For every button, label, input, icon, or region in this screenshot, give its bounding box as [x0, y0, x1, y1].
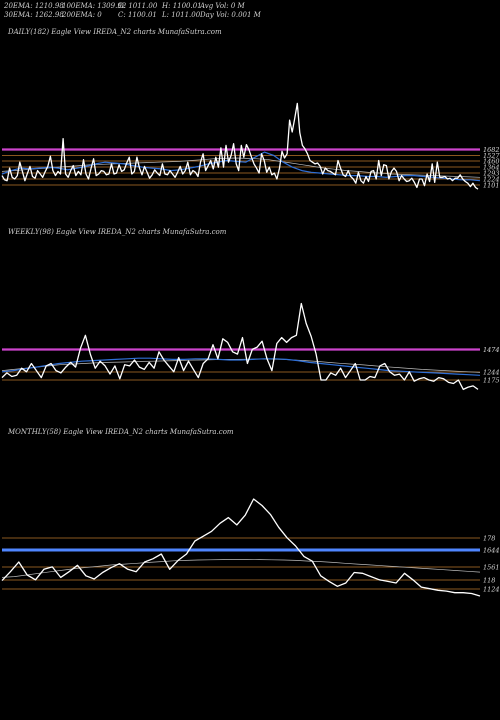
daily-level-label-1527: 1527	[483, 152, 500, 160]
daily-level-label-1101: 1101	[483, 181, 500, 189]
header-close: C: 1100.01	[118, 11, 157, 19]
weekly-price-line	[1, 302, 479, 391]
monthly-level-label-1644: 1644	[483, 546, 500, 554]
daily-price-line	[1, 102, 479, 190]
daily-level-label-1364: 1364	[483, 163, 500, 171]
daily-level-label-1460: 1460	[483, 157, 500, 165]
daily-level-label-1682: 1682	[483, 146, 500, 154]
monthly-level-label-1561: 1561	[483, 563, 500, 571]
header-ema100: 100EMA: 1309.92	[62, 2, 127, 10]
monthly-ema-grey-line	[1, 559, 481, 578]
weekly-level-label-1474: 1474	[483, 346, 500, 354]
daily-level-label-1224: 1224	[483, 175, 500, 183]
header-day-vol: Day Vol: 0.001 M	[200, 11, 261, 19]
monthly-level-label-118: 118	[483, 576, 495, 584]
monthly-level-label-1124: 1124	[483, 585, 500, 593]
weekly-level-label-1175: 1175	[483, 376, 500, 384]
weekly-level-label-1244: 1244	[483, 368, 500, 376]
weekly-panel-title: WEEKLY(98) Eagle View IREDA_N2 charts Mu…	[8, 228, 227, 236]
header-low: L: 1011.00	[162, 11, 201, 19]
header-ema20: 20EMA: 1210.98	[4, 2, 64, 10]
monthly-price-line	[1, 498, 481, 597]
weekly-ema-blue-line	[1, 357, 481, 376]
header-open: O: 1011.00	[118, 2, 158, 10]
header-high: H: 1100.01	[162, 2, 202, 10]
daily-panel-title: DAILY(182) Eagle View IREDA_N2 charts Mu…	[8, 28, 222, 36]
daily-level-label-1293: 1293	[483, 169, 500, 177]
monthly-level-label-178: 178	[483, 534, 495, 542]
daily-ema-grey-line	[1, 157, 481, 178]
header-avg-vol: Avg Vol: 0 M	[200, 2, 245, 10]
weekly-ema-grey-line	[1, 358, 481, 373]
header-ema200: 200EMA: 0	[62, 11, 102, 19]
header-ema30: 30EMA: 1262.98	[4, 11, 64, 19]
monthly-panel-title: MONTHLY(58) Eagle View IREDA_N2 charts M…	[8, 428, 234, 436]
